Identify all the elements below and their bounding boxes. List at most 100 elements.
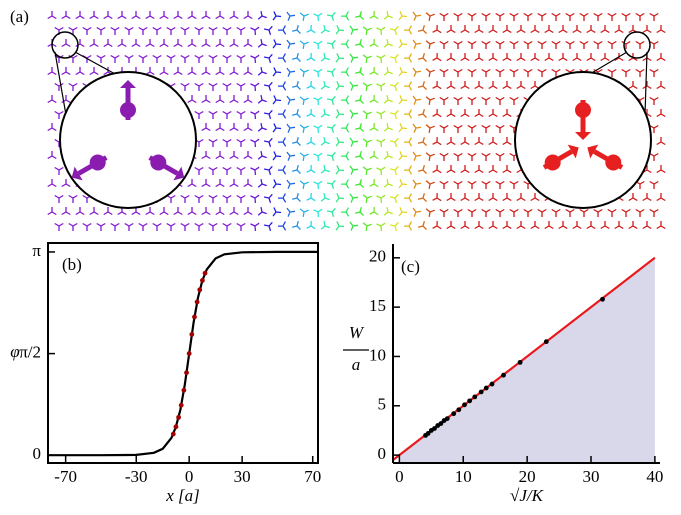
spin-unit	[593, 12, 603, 21]
spin-unit	[222, 54, 232, 63]
spin-unit	[389, 109, 399, 119]
plot-data	[48, 250, 318, 457]
x-axis-label: x [a]	[165, 486, 200, 505]
point	[194, 299, 200, 305]
spin-unit	[82, 222, 92, 231]
spin-unit	[656, 81, 666, 90]
spin-unit	[117, 39, 127, 48]
point	[444, 416, 450, 422]
spin-unit	[229, 151, 239, 160]
spin-unit	[138, 222, 148, 231]
spin-unit	[229, 179, 239, 188]
spin-unit	[502, 137, 512, 146]
spin-unit	[551, 12, 561, 21]
spin-unit	[523, 12, 533, 21]
spin-unit	[306, 108, 316, 118]
spin-unit	[453, 124, 463, 133]
spin-unit	[243, 151, 253, 160]
spin-unit	[509, 40, 519, 49]
spin-unit	[326, 11, 336, 21]
spin-unit	[286, 179, 296, 189]
spin-unit	[488, 81, 498, 90]
spin-unit	[355, 67, 364, 77]
spin-unit	[89, 207, 99, 216]
spin-unit	[474, 221, 484, 230]
spin-unit	[439, 96, 449, 105]
spin-unit	[131, 11, 141, 20]
spin-unit	[376, 82, 386, 92]
spin-unit	[495, 12, 505, 21]
spin-unit	[389, 25, 399, 35]
spin-unit	[272, 11, 282, 21]
spin-unit	[201, 123, 211, 132]
inset-line	[54, 51, 67, 116]
plot-data	[393, 256, 656, 463]
spin-unit	[194, 26, 204, 35]
spin-unit	[649, 180, 659, 189]
spin-unit	[272, 207, 282, 217]
spin-unit	[124, 222, 134, 231]
spin-unit	[467, 96, 477, 105]
spin-unit	[349, 221, 359, 231]
spin-unit	[173, 39, 183, 48]
spin-unit	[369, 206, 379, 216]
spin-unit	[306, 136, 316, 146]
y-tick-label: 5	[378, 395, 387, 414]
spin-unit	[263, 81, 273, 91]
spin-unit	[159, 11, 169, 20]
spin-unit	[614, 25, 624, 34]
spin-unit	[460, 221, 470, 230]
spin-unit	[313, 208, 323, 218]
spin-unit	[649, 68, 659, 77]
spin-unit	[509, 180, 519, 189]
spin-unit	[236, 194, 246, 203]
spin-unit	[277, 165, 287, 175]
spin-unit	[376, 26, 386, 36]
spin-unit	[208, 166, 218, 175]
spin-unit	[572, 25, 582, 34]
spin-unit	[110, 222, 120, 231]
spin-unit	[558, 221, 568, 230]
spin-unit	[621, 68, 631, 77]
spin-unit	[362, 54, 372, 64]
spin-unit	[439, 40, 449, 49]
spin-unit	[159, 207, 169, 216]
spin-unit	[502, 193, 512, 202]
spin-unit	[502, 53, 512, 62]
spin-unit	[425, 124, 435, 134]
spin-unit	[502, 221, 512, 230]
spin-unit	[621, 12, 631, 21]
spin-unit	[222, 82, 232, 91]
spin-unit	[335, 53, 345, 63]
spin-unit	[250, 222, 260, 232]
spin-unit	[349, 193, 359, 203]
spin-unit	[349, 109, 359, 119]
spin-unit	[446, 165, 456, 174]
spin-unit	[215, 179, 225, 188]
point	[425, 431, 431, 436]
spin-unit	[607, 68, 617, 77]
point	[600, 296, 605, 302]
point	[200, 278, 205, 283]
y-tick-label: 0	[378, 444, 387, 463]
spin-unit	[607, 12, 617, 21]
spin-unit	[173, 207, 183, 216]
spin-unit	[628, 81, 638, 90]
spin-unit	[152, 222, 162, 231]
spin-unit	[417, 81, 427, 91]
spin-unit	[565, 12, 575, 21]
spin-unit	[369, 122, 379, 132]
spin-unit	[649, 40, 659, 49]
spin-unit	[453, 68, 463, 77]
spin-unit	[292, 193, 301, 203]
spin-unit	[355, 39, 364, 49]
y-tick-label: 0	[33, 444, 42, 463]
spin-unit	[194, 54, 204, 63]
spin-unit	[572, 221, 582, 230]
spin-unit	[272, 67, 282, 77]
spin-unit	[194, 82, 204, 91]
spin-head	[120, 80, 136, 88]
spin-unit	[299, 152, 309, 162]
spin-unit	[460, 165, 470, 174]
